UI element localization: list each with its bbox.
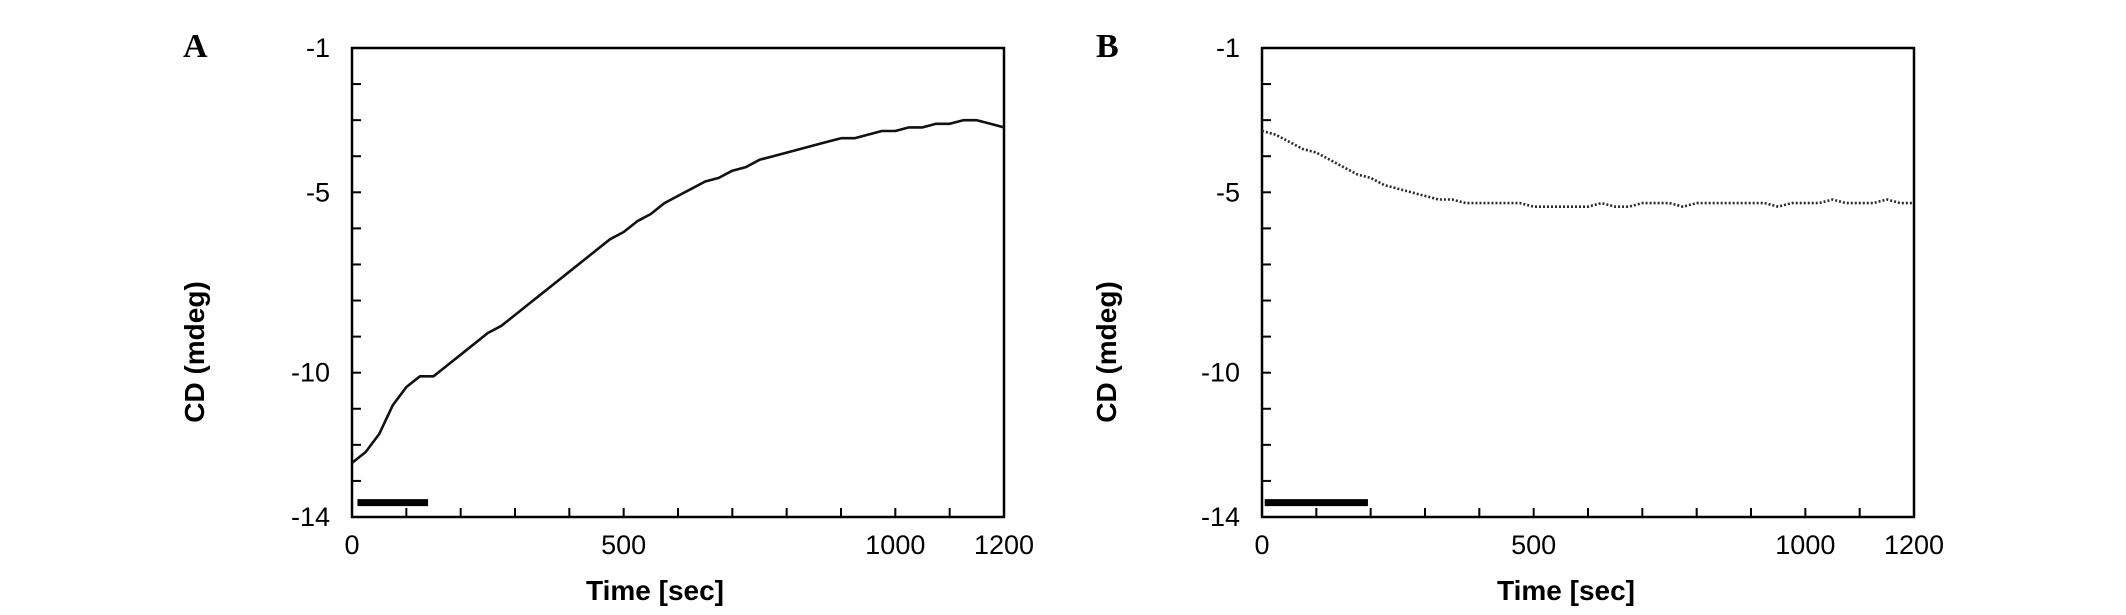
y-tick-label: -1	[1216, 33, 1240, 63]
tick-labels-a: 0 500 1000 1200 -1 -5 -10 -14	[291, 33, 1034, 560]
x-tick-label: 1200	[974, 530, 1034, 560]
x-tick-label: 1000	[865, 530, 925, 560]
panel-label-b: B	[1096, 28, 1119, 65]
ticks-b	[1261, 47, 1915, 518]
y-axis-title-a: CD (mdeg)	[179, 281, 210, 423]
panel-a: A CD (mdeg) Time [sec] 0 500 1000 1200 -1 -5 -…	[179, 28, 1034, 606]
y-tick-label: -10	[1201, 358, 1240, 388]
x-tick-label: 0	[1254, 530, 1269, 560]
x-axis-title-a: Time [sec]	[586, 575, 724, 606]
ticks-a	[351, 47, 1005, 518]
x-tick-label: 1200	[1884, 530, 1944, 560]
y-tick-label: -1	[306, 33, 330, 63]
x-axis-title-b: Time [sec]	[1497, 575, 1635, 606]
y-tick-label: -10	[291, 358, 330, 388]
y-tick-label: -14	[291, 502, 330, 532]
x-tick-label: 500	[601, 530, 646, 560]
x-tick-label: 1000	[1775, 530, 1835, 560]
plot-frame-b	[1260, 46, 1916, 519]
x-tick-label: 500	[1511, 530, 1556, 560]
y-tick-label: -14	[1201, 502, 1240, 532]
y-tick-label: -5	[1216, 177, 1240, 207]
plot-frame-a	[350, 46, 1006, 519]
x-tick-label: 0	[344, 530, 359, 560]
series-line-a	[351, 118, 1005, 464]
series-line-b	[1261, 129, 1914, 208]
panel-b: B CD (mdeg) Time [sec] 0 500 1000 1200 -1 -5 -…	[1091, 28, 1944, 606]
tick-labels-b: 0 500 1000 1200 -1 -5 -10 -14	[1201, 33, 1944, 560]
panel-label-a: A	[183, 28, 208, 65]
y-tick-label: -5	[306, 177, 330, 207]
y-axis-title-b: CD (mdeg)	[1091, 281, 1122, 423]
